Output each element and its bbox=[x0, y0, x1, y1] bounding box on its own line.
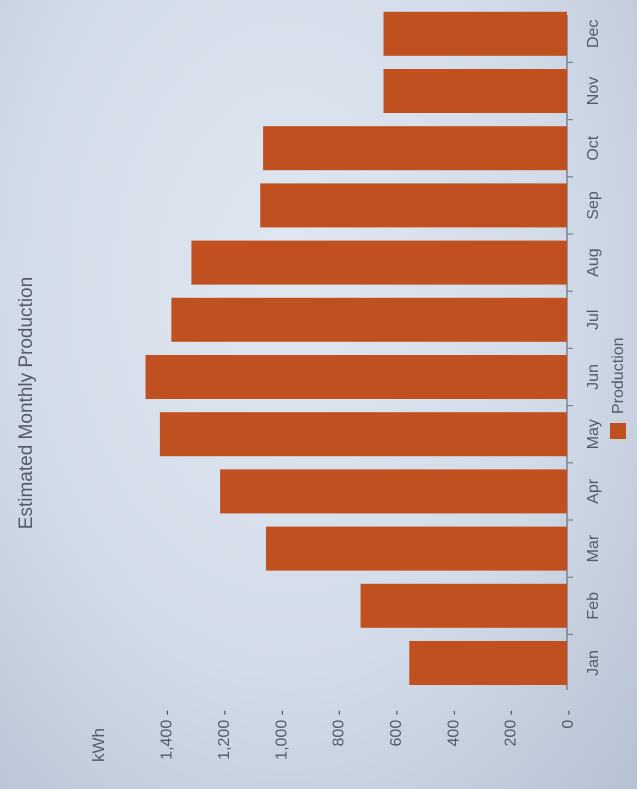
y-tick-label: 600 - bbox=[388, 710, 405, 746]
x-tick-label: Mar bbox=[585, 534, 602, 562]
x-tick-label: Jun bbox=[585, 364, 602, 390]
y-tick-label: 0 - bbox=[560, 710, 577, 729]
x-tick-label: May bbox=[585, 419, 602, 449]
y-tick-label: 1,000 - bbox=[273, 710, 290, 760]
bar-apr bbox=[220, 469, 567, 514]
bar-mar bbox=[265, 526, 567, 571]
value-axis-ticks: 0 - 200 - 400 - 600 - 800 - 1,000 - 1,200 - 1,4… bbox=[159, 710, 577, 760]
y-tick-label: 800 - bbox=[331, 710, 348, 746]
bar-sep bbox=[260, 183, 567, 228]
bar-jul bbox=[171, 297, 567, 342]
x-tick-label: Sep bbox=[585, 191, 602, 220]
category-axis-ticks: Jan Feb Mar Apr May Jun Jul Aug Sep Oct Nov Dec bbox=[567, 20, 602, 676]
x-tick-label: Aug bbox=[585, 248, 602, 276]
bar-feb bbox=[360, 583, 567, 628]
legend-swatch bbox=[610, 423, 626, 439]
x-tick-label: Feb bbox=[585, 592, 602, 620]
bar-oct bbox=[263, 126, 567, 171]
y-tick-label: 1,200 - bbox=[216, 710, 233, 760]
bar-jan bbox=[409, 641, 567, 685]
chart-title: Estimated Monthly Production bbox=[16, 277, 37, 529]
bar-jun bbox=[145, 355, 567, 399]
x-tick-label: Apr bbox=[585, 478, 602, 504]
x-tick-label: Oct bbox=[585, 135, 602, 160]
legend-label: Production bbox=[610, 338, 627, 415]
y-axis-label: kWh bbox=[89, 728, 108, 762]
x-tick-label: Nov bbox=[585, 77, 602, 105]
bar-aug bbox=[191, 240, 567, 285]
bars bbox=[145, 11, 568, 685]
y-tick-label: 400 - bbox=[445, 710, 462, 746]
y-tick-label: 1,400 - bbox=[159, 710, 176, 760]
bar-dec bbox=[383, 11, 567, 56]
legend: Production bbox=[610, 338, 627, 439]
x-tick-label: Jul bbox=[585, 310, 602, 330]
y-tick-label: 200 - bbox=[503, 710, 520, 746]
x-tick-label: Dec bbox=[585, 20, 602, 48]
bar-may bbox=[159, 412, 568, 457]
x-tick-label: Jan bbox=[585, 650, 602, 676]
bar-nov bbox=[383, 69, 567, 113]
